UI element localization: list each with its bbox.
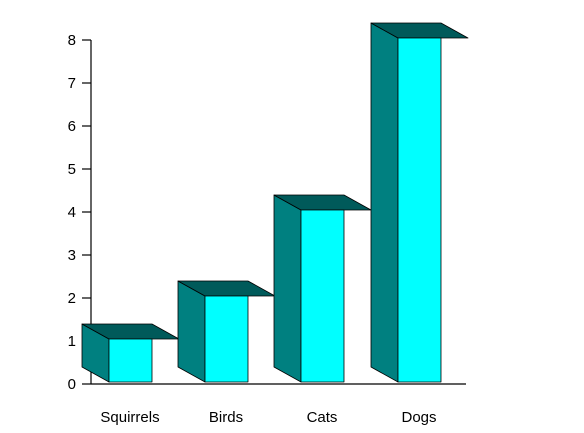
bar-side-face	[273, 194, 302, 383]
category-label: Dogs	[401, 409, 436, 426]
bars	[81, 22, 469, 383]
bar-birds	[177, 280, 276, 383]
bar-front-face	[300, 209, 345, 383]
y-tick-label: 1	[68, 333, 76, 350]
category-label: Birds	[209, 409, 243, 426]
category-label: Cats	[307, 409, 338, 426]
category-labels: Squirrels Birds Cats Dogs	[100, 409, 436, 426]
bar-side-face	[370, 22, 399, 383]
y-tick-label: 0	[68, 376, 76, 393]
y-tick-label: 6	[68, 118, 76, 135]
bar-cats	[273, 194, 372, 383]
y-tick-label: 7	[68, 75, 76, 92]
bar-top-face	[370, 22, 469, 39]
y-axis-ticks: 0 1 2 3 4 5 6 7 8	[68, 32, 91, 393]
bar-front-face	[204, 295, 249, 383]
bar-front-face	[108, 338, 153, 383]
y-tick-label: 8	[68, 32, 76, 49]
y-tick-label: 4	[68, 204, 76, 221]
bar-side-face	[177, 280, 206, 383]
y-tick-label: 2	[68, 290, 76, 307]
bar-squirrels	[81, 323, 180, 383]
y-tick-label: 3	[68, 247, 76, 264]
bar-front-face	[397, 37, 442, 383]
y-tick-label: 5	[68, 161, 76, 178]
category-label: Squirrels	[100, 409, 159, 426]
bar-dogs	[370, 22, 469, 383]
